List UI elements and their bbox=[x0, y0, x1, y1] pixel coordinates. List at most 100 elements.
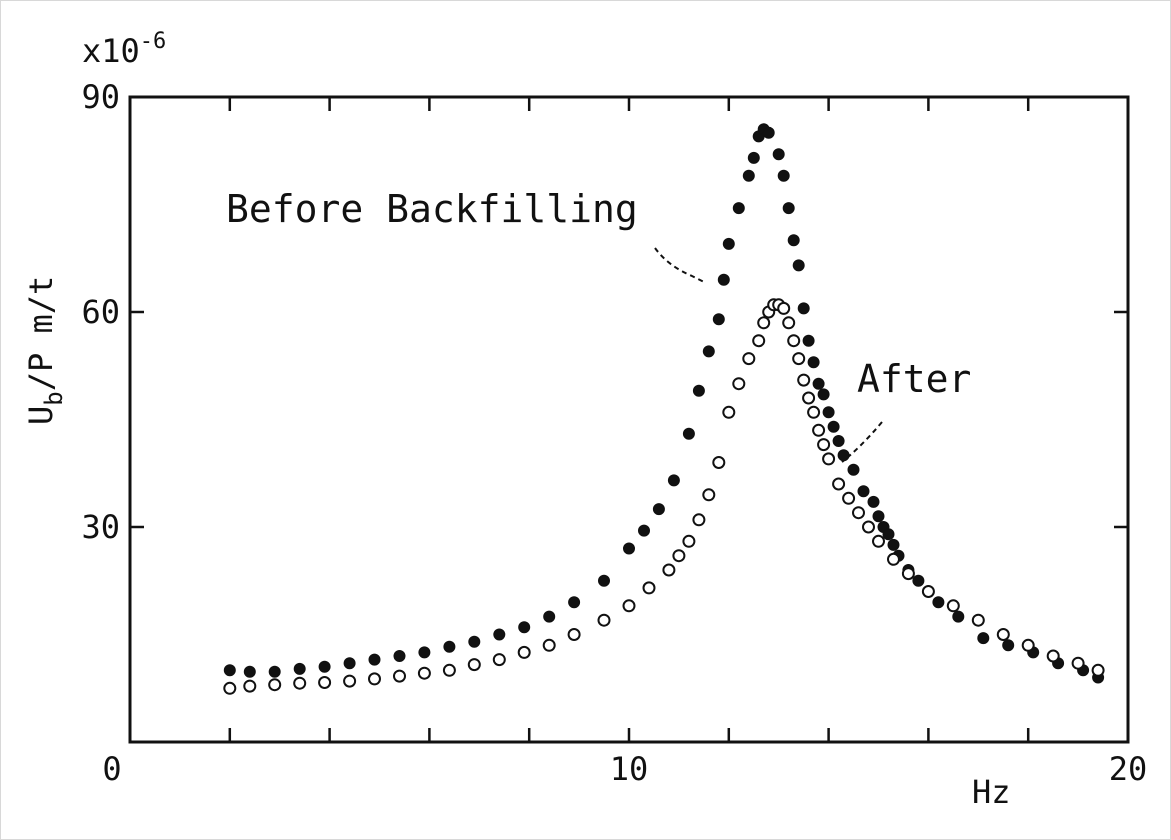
open-point bbox=[243, 679, 257, 693]
filled-point bbox=[223, 664, 236, 677]
open-point bbox=[782, 316, 796, 330]
open-point bbox=[832, 477, 846, 491]
open-point bbox=[872, 534, 885, 548]
open-point bbox=[921, 585, 935, 598]
x-tick-label: 10 bbox=[610, 750, 649, 788]
filled-point bbox=[717, 273, 730, 286]
data-points bbox=[223, 123, 1105, 695]
open-point bbox=[777, 301, 791, 315]
annotations: Before Backfilling After bbox=[226, 187, 971, 463]
axis-ticks: 30 60 90 0 10 20 bbox=[81, 78, 1147, 788]
filled-point bbox=[518, 621, 531, 634]
open-point bbox=[742, 352, 756, 366]
open-point bbox=[901, 567, 915, 581]
filled-point bbox=[837, 449, 850, 462]
open-point bbox=[732, 377, 746, 391]
filled-point bbox=[857, 485, 870, 498]
filled-point bbox=[812, 377, 825, 390]
open-point bbox=[223, 681, 237, 695]
filled-point bbox=[318, 660, 331, 673]
open-point bbox=[642, 581, 656, 595]
filled-point bbox=[1002, 639, 1015, 652]
filled-point bbox=[777, 169, 790, 182]
open-point bbox=[268, 678, 282, 692]
open-point bbox=[887, 552, 900, 566]
open-point bbox=[597, 613, 611, 627]
filled-point bbox=[493, 628, 506, 641]
y-tick-label: 90 bbox=[81, 78, 120, 116]
open-point bbox=[996, 628, 1010, 641]
annotation-before-arrow bbox=[654, 247, 705, 283]
annotation-before-backfilling: Before Backfilling bbox=[226, 187, 638, 231]
filled-point bbox=[368, 653, 381, 666]
axis-labels: x10-6 Hz Ub/P m/t bbox=[22, 29, 1011, 811]
open-point bbox=[1091, 663, 1105, 677]
x-tick-label: 20 bbox=[1109, 750, 1148, 788]
open-point bbox=[852, 506, 865, 520]
filled-point bbox=[792, 259, 805, 272]
filled-point bbox=[568, 596, 581, 609]
open-point bbox=[542, 638, 556, 652]
filled-point bbox=[652, 503, 665, 516]
filled-point bbox=[343, 657, 356, 670]
open-point bbox=[318, 676, 332, 689]
open-point bbox=[807, 405, 821, 419]
open-point bbox=[1046, 649, 1060, 663]
exponent-power: -6 bbox=[140, 29, 167, 54]
open-point bbox=[787, 334, 801, 348]
filled-point bbox=[732, 202, 745, 215]
filled-point bbox=[822, 406, 835, 419]
filled-point bbox=[722, 237, 735, 250]
series-before-backfilling bbox=[223, 123, 1105, 684]
open-point bbox=[622, 599, 636, 613]
filled-point bbox=[802, 334, 815, 347]
open-point bbox=[812, 423, 826, 437]
filled-point bbox=[393, 650, 406, 662]
y-tick-label: 60 bbox=[81, 293, 120, 331]
open-point bbox=[817, 438, 831, 452]
open-point bbox=[393, 669, 406, 683]
open-point bbox=[662, 563, 676, 577]
open-point bbox=[797, 373, 811, 387]
filled-point bbox=[682, 427, 695, 440]
filled-point bbox=[827, 420, 840, 433]
open-point bbox=[368, 672, 381, 686]
open-point bbox=[293, 676, 307, 690]
filled-point bbox=[418, 646, 431, 659]
open-point bbox=[492, 653, 506, 667]
open-point bbox=[792, 352, 806, 366]
filled-point bbox=[543, 610, 556, 623]
filled-point bbox=[932, 596, 945, 609]
y-axis-label: Ub/P m/t bbox=[22, 276, 68, 425]
filled-point bbox=[887, 538, 900, 551]
open-point bbox=[1071, 656, 1085, 670]
filled-point bbox=[468, 635, 481, 648]
filled-point bbox=[667, 474, 680, 487]
open-point bbox=[692, 513, 706, 527]
filled-point bbox=[623, 542, 635, 555]
filled-point bbox=[598, 574, 610, 587]
filled-point bbox=[638, 524, 650, 537]
open-point bbox=[822, 452, 836, 466]
open-point bbox=[971, 613, 985, 627]
open-point bbox=[862, 520, 875, 534]
open-point bbox=[343, 674, 357, 688]
exponent-label: x10-6 bbox=[82, 29, 166, 70]
filled-point bbox=[692, 384, 705, 397]
open-point bbox=[946, 599, 960, 613]
filled-point bbox=[797, 302, 810, 315]
annotation-after: After bbox=[857, 357, 971, 401]
series-after bbox=[223, 298, 1105, 695]
annotation-after-arrow bbox=[841, 421, 883, 463]
open-point bbox=[1021, 638, 1035, 652]
filled-point bbox=[782, 202, 795, 215]
open-point bbox=[842, 491, 856, 505]
filled-point bbox=[882, 528, 895, 541]
open-point bbox=[442, 663, 456, 677]
filled-point bbox=[762, 126, 775, 139]
x-tick-label: 0 bbox=[102, 750, 121, 788]
filled-point bbox=[912, 574, 925, 587]
open-point bbox=[467, 658, 481, 672]
filled-point bbox=[872, 510, 885, 523]
